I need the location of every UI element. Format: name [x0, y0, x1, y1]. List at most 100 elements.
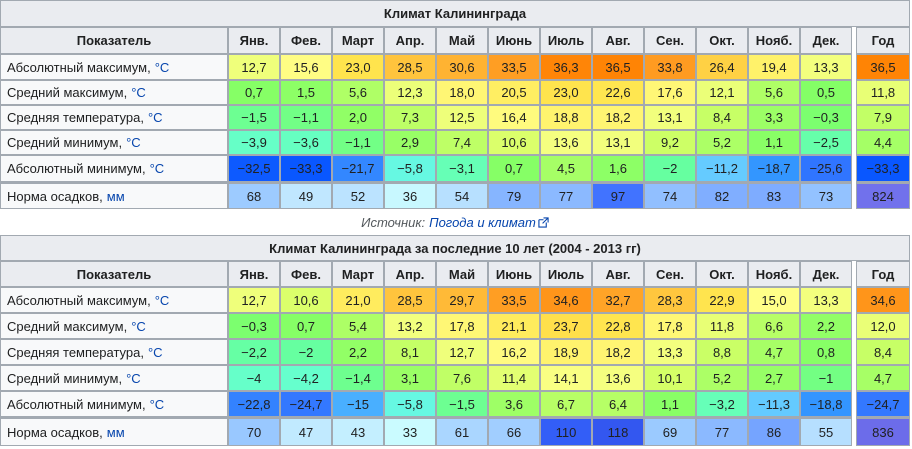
value-cell: −1,5: [436, 391, 488, 417]
value-cell: −3,9: [228, 130, 280, 155]
header-cell: Май: [436, 261, 488, 287]
value-cell: 9,2: [644, 130, 696, 155]
value-cell: 5,4: [332, 313, 384, 339]
value-cell: 73: [800, 182, 852, 209]
value-cell: 36,3: [540, 54, 592, 80]
value-cell: 12,7: [228, 287, 280, 313]
value-cell: 52: [332, 182, 384, 209]
source-link[interactable]: Погода и климат: [429, 214, 536, 230]
row-label: Абсолютный максимум, °C: [0, 54, 228, 80]
row-label: Средний минимум, °C: [0, 365, 228, 391]
value-cell: 18,9: [540, 339, 592, 365]
value-cell: −4,2: [280, 365, 332, 391]
row-label-text: Абсолютный минимум,: [7, 161, 146, 176]
header-cell: Май: [436, 27, 488, 54]
source-row: Источник: Погода и климат: [0, 209, 910, 235]
row-label-text: Средняя температура,: [7, 110, 144, 125]
header-cell: Окт.: [696, 27, 748, 54]
year-cell: −33,3: [856, 155, 910, 182]
value-cell: −0,3: [228, 313, 280, 339]
value-cell: −2: [644, 155, 696, 182]
value-cell: 110: [540, 417, 592, 446]
value-cell: −33,3: [280, 155, 332, 182]
value-cell: 68: [228, 182, 280, 209]
value-cell: 2,9: [384, 130, 436, 155]
value-cell: 30,6: [436, 54, 488, 80]
value-cell: 54: [436, 182, 488, 209]
unit-link: °C: [147, 344, 163, 360]
value-cell: 12,7: [228, 54, 280, 80]
external-link-icon: [538, 216, 549, 228]
value-cell: −1,1: [280, 105, 332, 130]
value-cell: 13,6: [592, 365, 644, 391]
header-cell: Авг.: [592, 261, 644, 287]
header-cell: Авг.: [592, 27, 644, 54]
row-label: Средний максимум, °C: [0, 313, 228, 339]
value-cell: 16,4: [488, 105, 540, 130]
row-label: Средний минимум, °C: [0, 130, 228, 155]
value-cell: 2,2: [332, 339, 384, 365]
unit-link: °C: [126, 135, 141, 150]
header-cell: Фев.: [280, 261, 332, 287]
value-cell: 77: [540, 182, 592, 209]
value-cell: 4,5: [540, 155, 592, 182]
unit-link: мм: [106, 188, 125, 204]
header-cell: Показатель: [0, 261, 228, 287]
value-cell: 5,2: [696, 365, 748, 391]
value-cell: −21,7: [332, 155, 384, 182]
value-cell: 15,0: [748, 287, 800, 313]
value-cell: 33,5: [488, 54, 540, 80]
value-cell: 17,8: [436, 313, 488, 339]
row-label: Средняя температура, °C: [0, 339, 228, 365]
header-cell: Март: [332, 261, 384, 287]
row-label-text: Средний минимум,: [7, 135, 123, 150]
header-cell: Год: [856, 261, 910, 287]
row-label-text: Средний максимум,: [7, 318, 128, 334]
value-cell: 10,6: [280, 287, 332, 313]
value-cell: 22,9: [696, 287, 748, 313]
value-cell: −22,8: [228, 391, 280, 417]
value-cell: 12,7: [436, 339, 488, 365]
year-cell: 4,7: [856, 365, 910, 391]
row-label: Средняя температура, °C: [0, 105, 228, 130]
header-cell: Янв.: [228, 261, 280, 287]
value-cell: 17,8: [644, 313, 696, 339]
year-cell: 34,6: [856, 287, 910, 313]
value-cell: 0,8: [800, 339, 852, 365]
value-cell: 34,6: [540, 287, 592, 313]
header-cell: Фев.: [280, 27, 332, 54]
header-cell: Год: [856, 27, 910, 54]
value-cell: 28,3: [644, 287, 696, 313]
value-cell: 33: [384, 417, 436, 446]
unit-link: мм: [106, 424, 125, 440]
value-cell: −2: [280, 339, 332, 365]
year-cell: 4,4: [856, 130, 910, 155]
value-cell: 15,6: [280, 54, 332, 80]
value-cell: 10,6: [488, 130, 540, 155]
value-cell: 18,2: [592, 339, 644, 365]
value-cell: 83: [748, 182, 800, 209]
value-cell: 2,2: [800, 313, 852, 339]
value-cell: 7,3: [384, 105, 436, 130]
year-cell: −24,7: [856, 391, 910, 417]
value-cell: 32,7: [592, 287, 644, 313]
value-cell: 18,0: [436, 80, 488, 105]
value-cell: 70: [228, 417, 280, 446]
value-cell: 3,1: [384, 365, 436, 391]
value-cell: 36,5: [592, 54, 644, 80]
row-label: Абсолютный минимум, °C: [0, 155, 228, 182]
unit-link: °C: [131, 85, 146, 100]
row-label-text: Норма осадков,: [7, 424, 103, 440]
value-cell: 5,6: [748, 80, 800, 105]
header-cell: Окт.: [696, 261, 748, 287]
value-cell: 3,3: [748, 105, 800, 130]
header-cell: Янв.: [228, 27, 280, 54]
header-cell: Нояб.: [748, 261, 800, 287]
value-cell: 29,7: [436, 287, 488, 313]
value-cell: 82: [696, 182, 748, 209]
value-cell: 1,6: [592, 155, 644, 182]
value-cell: 33,8: [644, 54, 696, 80]
unit-link: °C: [131, 318, 146, 334]
year-cell: 11,8: [856, 80, 910, 105]
value-cell: 18,2: [592, 105, 644, 130]
